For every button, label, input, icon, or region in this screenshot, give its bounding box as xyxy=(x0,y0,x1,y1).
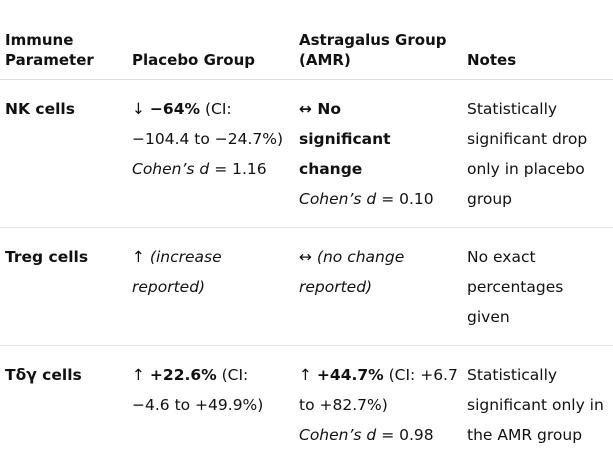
cell: Statistically significant only in the AM… xyxy=(462,346,613,463)
cell: ↑ +22.6% (CI: −4.6 to +49.9%) xyxy=(127,346,294,463)
cell: No exact percentages given xyxy=(462,228,613,346)
cell-text: (CI: +6.7 to +82.7%) xyxy=(299,366,458,414)
cell-text: Cohen’s d xyxy=(299,426,377,444)
header-cell: Placebo Group xyxy=(127,27,294,80)
cell-text: Cohen’s d xyxy=(132,160,210,178)
page: Immune Parameter Placebo Group Astragalu… xyxy=(0,27,613,469)
cell: ↔ No significant change Cohen’s d = 0.10 xyxy=(294,80,462,228)
cell-text: ↓ xyxy=(132,100,150,118)
cell-text: Cohen’s d xyxy=(299,190,377,208)
cell-text: (CI: −104.4 to −24.7%) xyxy=(132,100,284,148)
cell-line: Cohen’s d = 0.98 xyxy=(299,420,458,450)
cell-text: ↑ xyxy=(132,366,150,384)
cell: ↑ (increase reported) xyxy=(127,228,294,346)
header-cell: Immune Parameter xyxy=(0,27,127,80)
cell: NK cells xyxy=(0,80,127,228)
cell: Tδγ cells xyxy=(0,346,127,463)
header-text: Placebo Group xyxy=(132,51,256,69)
cell: ↑ +44.7% (CI: +6.7 to +82.7%) Cohen’s d =… xyxy=(294,346,462,463)
cell: ↔ (no change reported) xyxy=(294,228,462,346)
cell: ↓ −64% (CI: −104.4 to −24.7%) Cohen’s d =… xyxy=(127,80,294,228)
cell-text: (no change reported) xyxy=(299,248,405,296)
table: Immune Parameter Placebo Group Astragalu… xyxy=(0,27,613,463)
cell-line: Cohen’s d = 0.10 xyxy=(299,184,458,214)
cell-text: Statistically significant drop only in p… xyxy=(467,100,588,208)
header-text: Immune Parameter xyxy=(5,31,94,69)
cell-text: ↔ xyxy=(299,248,317,266)
cell-text: ↑ xyxy=(299,366,317,384)
cell-text: = 1.16 xyxy=(209,160,267,178)
cell-text: −64% xyxy=(149,100,201,118)
cell-text: Treg cells xyxy=(5,248,89,266)
cell: Treg cells xyxy=(0,228,127,346)
cell: Statistically significant drop only in p… xyxy=(462,80,613,228)
cell-text: = 0.98 xyxy=(376,426,434,444)
cell-text: No exact percentages given xyxy=(467,248,564,326)
header-cell: Astragalus Group (AMR) xyxy=(294,27,462,80)
cell-text: (increase reported) xyxy=(132,248,222,296)
cell-text: ↔ No significant change xyxy=(299,100,391,178)
cell-text: ↑ xyxy=(132,248,150,266)
cell-text: +22.6% xyxy=(149,366,217,384)
cell-text: (CI: −4.6 to +49.9%) xyxy=(132,366,264,414)
cell-text: +44.7% xyxy=(316,366,384,384)
header-text: Astragalus Group (AMR) xyxy=(299,31,447,69)
cell-text: NK cells xyxy=(5,100,75,118)
header-text: Notes xyxy=(467,51,517,69)
cell-text: = 0.10 xyxy=(376,190,434,208)
cell-text: Tδγ cells xyxy=(5,366,82,384)
cell-text: Statistically significant only in the AM… xyxy=(467,366,604,444)
cell-line: Cohen’s d = 1.16 xyxy=(132,154,290,184)
header-cell: Notes xyxy=(462,27,613,80)
